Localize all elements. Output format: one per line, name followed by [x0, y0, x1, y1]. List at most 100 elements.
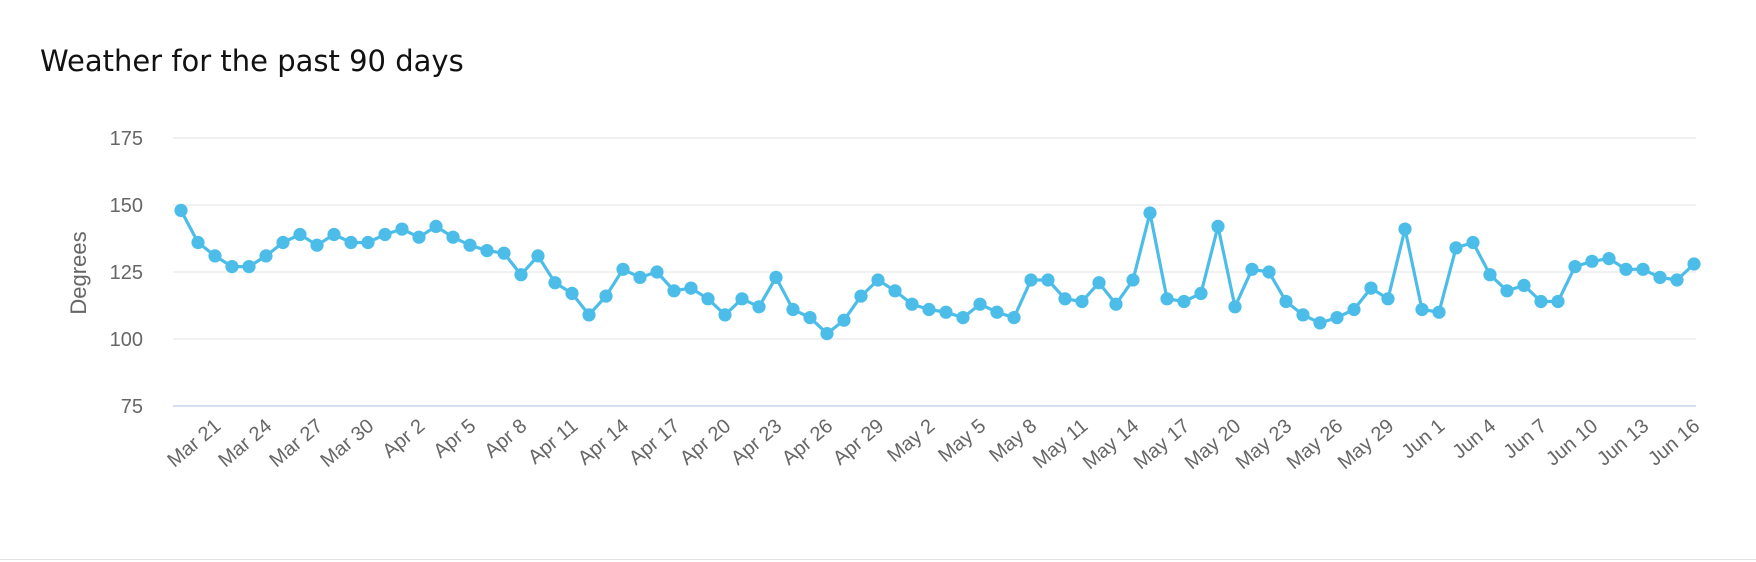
x-tick-label: May 29 [1334, 415, 1398, 474]
data-point[interactable]: Apr 10: 121 [548, 276, 562, 290]
data-point[interactable]: Apr 24: 111 [786, 302, 800, 317]
data-point[interactable]: Jun 11: 130 [1602, 252, 1616, 266]
data-point[interactable]: Mar 26: 139 [293, 227, 307, 242]
data-point[interactable]: Apr 17: 118 [667, 284, 681, 298]
data-point[interactable]: Apr 20: 109 [718, 308, 732, 322]
data-point[interactable]: Apr 12: 109 [582, 308, 596, 322]
data-point[interactable]: Jun 7: 114 [1534, 294, 1548, 309]
data-point[interactable]: Jun 8: 114 [1551, 294, 1565, 309]
data-point[interactable]: Mar 27: 135 [310, 238, 324, 252]
data-point[interactable]: May 29: 115 [1381, 292, 1395, 306]
data-point[interactable]: May 6: 110 [990, 305, 1004, 319]
data-point[interactable]: Jun 6: 120 [1517, 278, 1531, 292]
data-point[interactable]: Jun 15: 122 [1670, 273, 1684, 287]
data-point[interactable]: Apr 16: 125 [650, 265, 664, 279]
data-point[interactable]: May 17: 114 [1177, 294, 1191, 309]
data-point[interactable]: May 8: 122 [1024, 273, 1038, 287]
data-point[interactable]: May 13: 113 [1109, 297, 1123, 311]
data-point[interactable]: Apr 29: 122 [871, 273, 885, 287]
data-point[interactable]: Apr 18: 119 [684, 281, 698, 295]
data-point[interactable]: May 24: 109 [1296, 308, 1310, 322]
data-point[interactable]: Jun 13: 126 [1636, 262, 1650, 276]
data-point[interactable]: Apr 2: 138 [412, 230, 426, 244]
data-point[interactable]: Apr 6: 133 [480, 244, 494, 258]
data-point[interactable]: May 10: 115 [1058, 292, 1072, 306]
x-tick-label: Apr 26 [778, 415, 837, 470]
data-point[interactable]: Mar 30: 136 [361, 235, 375, 250]
series-temperature: Mar 19: 148 Mar 20: 136Mar 21: 131Mar 22:… [174, 203, 1701, 341]
data-point[interactable]: May 4: 108 [956, 311, 970, 325]
data-point[interactable]: Jun 16: 128 [1687, 257, 1701, 271]
data-point[interactable]: May 30: 141 [1398, 222, 1412, 236]
y-tick-label: 100 [110, 329, 143, 351]
data-point[interactable]: May 15: 147 [1143, 206, 1157, 220]
x-tick-label: May 5 [934, 415, 990, 467]
data-point[interactable]: May 11: 114 [1075, 294, 1089, 309]
data-point[interactable]: Jun 12: 126 [1619, 262, 1633, 276]
data-point[interactable]: May 26: 108 [1330, 311, 1344, 325]
y-tick-label: 175 [110, 128, 143, 150]
data-point[interactable]: Jun 10: 129 [1585, 254, 1599, 268]
data-point[interactable]: Apr 14: 126 [616, 262, 630, 276]
data-point[interactable]: May 2: 111 [922, 302, 936, 317]
data-point[interactable]: Jun 5: 118 [1500, 284, 1514, 298]
data-point[interactable]: May 28: 119 [1364, 281, 1378, 295]
data-point[interactable]: Apr 15: 123 [633, 270, 647, 284]
data-point[interactable]: Jun 2: 134 [1449, 241, 1463, 255]
data-point[interactable]: Jun 4: 124 [1483, 268, 1497, 282]
data-point[interactable]: Apr 1: 141 [395, 222, 409, 236]
data-point[interactable]: May 20: 112 [1228, 300, 1242, 314]
data-point[interactable]: Mar 22: 127 [225, 260, 239, 274]
data-point[interactable]: Apr 4: 138 [446, 230, 460, 244]
data-point[interactable]: Mar 29: 136 [344, 235, 358, 250]
data-point[interactable]: Apr 22: 112 [752, 300, 766, 314]
data-point[interactable]: Apr 7: 132 [497, 246, 511, 260]
data-point[interactable]: May 25: 106 [1313, 316, 1327, 330]
data-point[interactable]: Jun 9: 127 [1568, 260, 1582, 274]
data-point[interactable]: May 16: 115 [1160, 292, 1174, 306]
data-point[interactable]: May 19: 142 [1211, 219, 1225, 233]
data-point[interactable]: Mar 25: 136 [276, 235, 290, 250]
data-point[interactable]: Mar 20: 136 [191, 235, 205, 250]
data-point[interactable]: May 1: 113 [905, 297, 919, 311]
data-point[interactable]: May 27: 111 [1347, 302, 1361, 317]
data-point[interactable]: Jun 1: 110 [1432, 305, 1446, 319]
data-point[interactable]: Apr 28: 116 [854, 289, 868, 303]
data-point[interactable]: May 14: 122 [1126, 273, 1140, 287]
data-point[interactable]: Mar 23: 127 [242, 260, 256, 274]
data-point[interactable]: Apr 3: 142 [429, 219, 443, 233]
data-point[interactable]: Apr 25: 108 [803, 311, 817, 325]
data-point[interactable]: Apr 5: 135 [463, 238, 477, 252]
data-point[interactable]: Mar 19: 148 [174, 203, 188, 217]
data-point[interactable]: Jun 14: 123 [1653, 270, 1667, 284]
data-point[interactable]: Apr 19: 115 [701, 292, 715, 306]
data-point[interactable]: Apr 23: 123 [769, 270, 783, 284]
data-point[interactable]: Mar 31: 139 [378, 227, 392, 242]
data-point[interactable]: May 5: 113 [973, 297, 987, 311]
data-point[interactable]: May 7: 108 [1007, 311, 1021, 325]
data-point[interactable]: Apr 21: 115 [735, 292, 749, 306]
data-point[interactable]: Apr 11: 117 [565, 286, 579, 300]
x-tick-label: Jun 16 [1644, 415, 1704, 470]
data-point[interactable]: Apr 27: 107 [837, 313, 851, 327]
data-point[interactable]: May 18: 117 [1194, 286, 1208, 300]
data-point[interactable]: Apr 9: 131 [531, 249, 545, 263]
data-point[interactable]: Jun 3: 136 [1466, 235, 1480, 250]
data-point[interactable]: Mar 28: 139 [327, 227, 341, 242]
data-point[interactable]: Apr 13: 116 [599, 289, 613, 303]
x-tick-label: May 11 [1029, 415, 1092, 473]
data-point[interactable]: May 9: 122 [1041, 273, 1055, 287]
data-point[interactable]: May 22: 125 [1262, 265, 1276, 279]
data-point[interactable]: Mar 21: 131 [208, 249, 222, 263]
data-point[interactable]: Apr 30: 118 [888, 284, 902, 298]
data-point[interactable]: Apr 8: 124 [514, 268, 528, 282]
data-point[interactable]: Apr 26: 102 [820, 327, 834, 341]
data-point[interactable]: May 31: 111 [1415, 302, 1429, 317]
data-point[interactable]: May 3: 110 [939, 305, 953, 319]
data-point[interactable]: May 12: 121 [1092, 276, 1106, 290]
data-point[interactable]: May 23: 114 [1279, 294, 1293, 309]
y-tick-label: 75 [121, 396, 143, 418]
x-tick-label: May 26 [1283, 415, 1347, 474]
data-point[interactable]: Mar 24: 131 [259, 249, 273, 263]
data-point[interactable]: May 21: 126 [1245, 262, 1259, 276]
